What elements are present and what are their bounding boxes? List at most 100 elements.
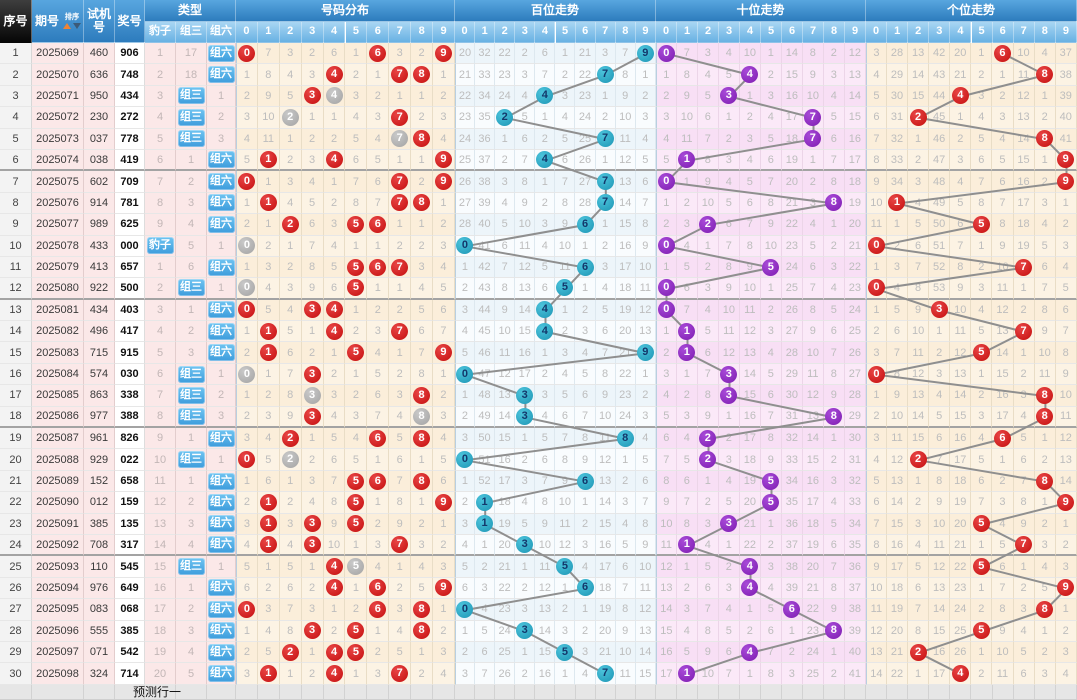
sort-desc-icon[interactable] [73, 22, 81, 29]
dist-cell-3: 8 [301, 256, 324, 279]
type-badge: 组六 [207, 493, 235, 511]
dist-cell-8: 8 [411, 599, 434, 621]
shi-cell-5: 4 [760, 577, 782, 600]
ge-cell-6: 11 [992, 278, 1014, 300]
dist-cell-6: 7 [367, 192, 390, 215]
miss-count: 29 [890, 68, 904, 81]
miss-count: 6 [830, 325, 837, 338]
ge-cell-1: 33 [886, 149, 909, 172]
dist-cell-6: 6 [367, 43, 390, 65]
sort-asc-icon[interactable] [63, 22, 71, 29]
shi-cell-1: 4 [676, 235, 698, 257]
miss-count: 9 [915, 303, 922, 316]
drawn-number-ball: 7 [391, 322, 409, 340]
shi-cell-7: 2 [802, 171, 824, 193]
shi-cell-6: 33 [781, 449, 803, 471]
shi-cell-3: 2 [718, 556, 740, 578]
shi-cell-4: 2 [739, 107, 761, 129]
table-row: 21 2025089 152 658 11 1 组六 1 6 1 3 7 5 6 7 8 6 1 52 17 3 7 9 6 1… [0, 470, 1077, 493]
miss-count: 1 [746, 667, 753, 680]
drawn-number-ball: 0 [657, 279, 675, 297]
shi-cell-8: 8 [823, 363, 845, 386]
ge-cell-0: 9 [865, 556, 887, 578]
miss-count: 1 [374, 496, 381, 509]
dist-cell-6: 6 [367, 385, 390, 407]
miss-count: 6 [915, 581, 922, 594]
miss-count: 2 [440, 538, 447, 551]
ge-cell-9: 12 [1055, 428, 1077, 450]
miss-count: 1 [243, 624, 250, 637]
bai-cell-1: 41 [475, 235, 496, 257]
bai-cell-6: 3 [575, 534, 596, 557]
miss-count: 17 [598, 560, 612, 573]
miss-count: 7 [957, 239, 964, 252]
miss-count: 6 [936, 432, 943, 445]
dist-cell-4: 4 [323, 663, 346, 685]
dist-cell-2: 8 [279, 620, 302, 642]
shi-cell-2: 4 [697, 299, 719, 322]
miss-count: 3 [243, 432, 250, 445]
miss-count: 3 [287, 517, 294, 530]
miss-count: 3 [521, 68, 528, 81]
shi-cell-1: 3 [676, 214, 698, 236]
ge-cell-7: 1 [1013, 556, 1035, 578]
miss-count: 16 [890, 538, 904, 551]
dist-cell-2: 2 [279, 149, 302, 172]
miss-count: 8 [561, 196, 568, 209]
table-row: 25 2025093 110 545 15 组三 1 5 1 5 1 4 5 4 1 4 3 5 2 21 1 11 5 4 1… [0, 556, 1077, 578]
drawn-number-ball: 5 [972, 558, 990, 576]
bai-cell-1: 50 [475, 428, 496, 450]
drawn-number-ball: 6 [993, 44, 1011, 62]
miss-count: 4 [352, 432, 359, 445]
type-baozi-cell: 11 [145, 470, 176, 493]
miss-count: 12 [598, 453, 612, 466]
shi-cell-8: 3 [823, 64, 845, 86]
miss-count: 1 [461, 475, 469, 487]
drawn-number-ball: 0 [238, 365, 256, 383]
shi-cell-6: 3 [781, 663, 803, 685]
seq-cell: 9 [0, 214, 32, 236]
shi-cell-1: 5 [676, 256, 698, 279]
prize-number-cell: 135 [115, 513, 145, 535]
type-zu6-cell: 组六 [207, 641, 236, 664]
miss-count: 2 [309, 346, 316, 359]
miss-count: 47 [933, 153, 946, 166]
shi-cell-0: 2 [655, 85, 677, 108]
miss-count: 9 [521, 196, 528, 209]
bai-cell-8: 10 [615, 641, 636, 664]
miss-count: 1 [915, 475, 922, 487]
dist-cell-1: 3 [257, 599, 280, 621]
miss-count: 9 [999, 239, 1006, 252]
miss-count: 4 [1062, 261, 1069, 274]
bai-cell-4: 12 [535, 577, 556, 600]
miss-count: 13 [911, 47, 925, 60]
miss-count: 27 [458, 196, 472, 209]
ge-cell-7: 10 [1013, 43, 1035, 65]
sort-control[interactable]: 排序 [63, 13, 81, 29]
miss-count: 5 [243, 153, 250, 166]
miss-count: 1 [978, 47, 985, 60]
dist-cell-8: 6 [411, 321, 434, 343]
bai-cell-1: 42 [475, 256, 496, 279]
type-zu6-cell: 组六 [207, 620, 236, 642]
shi-cell-2: 3 [697, 43, 719, 65]
ge-cell-9: 41 [1055, 128, 1077, 150]
dist-cell-3: 4 [301, 492, 324, 514]
miss-count: 13 [639, 624, 652, 637]
miss-count: 26 [578, 153, 592, 166]
period-cell: 2025089 [32, 470, 84, 493]
test-number-cell: 038 [84, 149, 115, 172]
ge-cell-1: 34 [886, 171, 909, 193]
type-baozi-cell: 14 [145, 534, 176, 557]
drawn-number-ball: 3 [720, 386, 738, 404]
miss-count: 3 [521, 475, 528, 487]
miss-count: 2 [788, 646, 795, 659]
miss-count: 2 [352, 603, 359, 616]
miss-count: 9 [936, 496, 943, 509]
miss-count: 1 [999, 453, 1006, 466]
miss-count: 4 [374, 560, 381, 573]
dist-cell-7: 3 [389, 43, 412, 65]
drawn-number-ball: 8 [616, 429, 634, 447]
miss-count: 7 [287, 368, 294, 381]
dist-cell-6: 1 [367, 235, 390, 257]
